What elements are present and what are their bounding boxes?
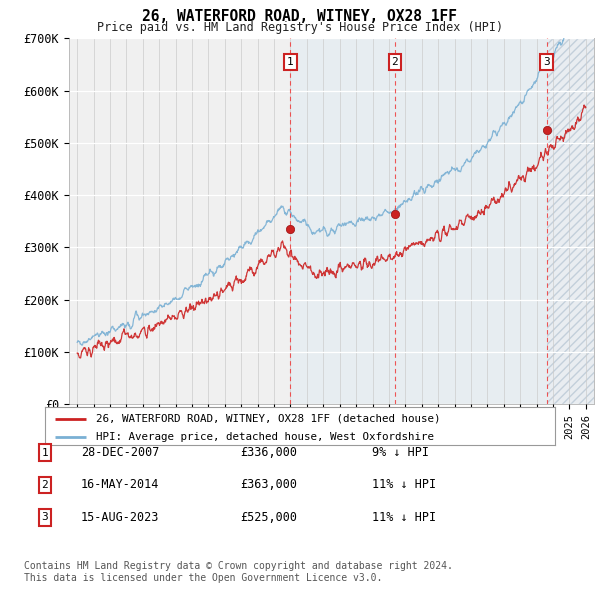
Text: 15-AUG-2023: 15-AUG-2023 (81, 511, 160, 524)
Text: 11% ↓ HPI: 11% ↓ HPI (372, 478, 436, 491)
Text: £336,000: £336,000 (240, 446, 297, 459)
Text: 26, WATERFORD ROAD, WITNEY, OX28 1FF: 26, WATERFORD ROAD, WITNEY, OX28 1FF (143, 9, 458, 24)
Text: Price paid vs. HM Land Registry's House Price Index (HPI): Price paid vs. HM Land Registry's House … (97, 21, 503, 34)
Text: 26, WATERFORD ROAD, WITNEY, OX28 1FF (detached house): 26, WATERFORD ROAD, WITNEY, OX28 1FF (de… (96, 414, 440, 424)
Text: £525,000: £525,000 (240, 511, 297, 524)
Bar (290, 38, 395, 404)
Text: HPI: Average price, detached house, West Oxfordshire: HPI: Average price, detached house, West… (96, 432, 434, 442)
Text: Contains HM Land Registry data © Crown copyright and database right 2024.
This d: Contains HM Land Registry data © Crown c… (24, 561, 453, 583)
Bar (547, 38, 594, 404)
Text: 11% ↓ HPI: 11% ↓ HPI (372, 511, 436, 524)
Text: 3: 3 (544, 57, 550, 67)
Text: £363,000: £363,000 (240, 478, 297, 491)
Text: 9% ↓ HPI: 9% ↓ HPI (372, 446, 429, 459)
Bar (547, 38, 594, 404)
Text: 2: 2 (41, 480, 49, 490)
Text: 1: 1 (41, 448, 49, 457)
Text: 28-DEC-2007: 28-DEC-2007 (81, 446, 160, 459)
Text: 1: 1 (287, 57, 293, 67)
Text: 3: 3 (41, 513, 49, 522)
Bar (395, 38, 547, 404)
Bar (547, 38, 594, 404)
Text: 16-MAY-2014: 16-MAY-2014 (81, 478, 160, 491)
Text: 2: 2 (392, 57, 398, 67)
